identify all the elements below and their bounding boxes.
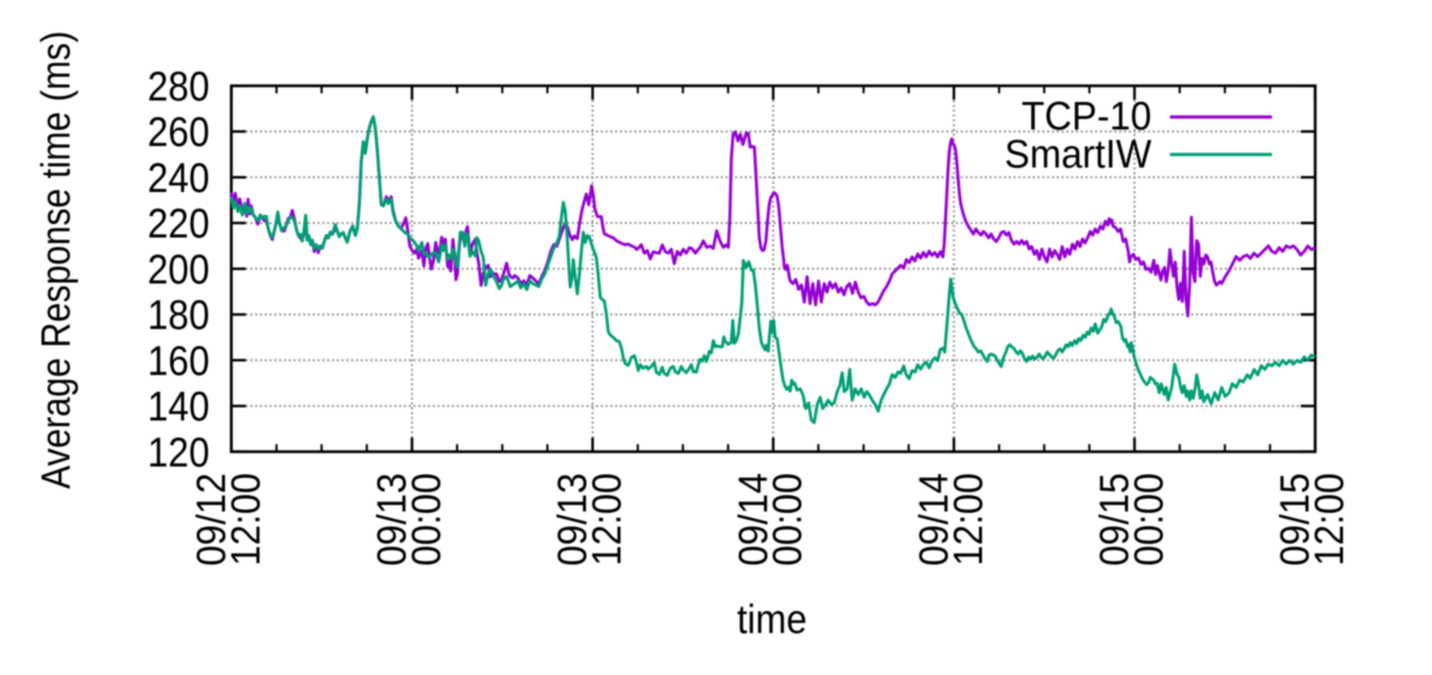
svg-text:09/12: 09/12 [188,473,234,566]
svg-text:12:00: 12:00 [1306,473,1352,566]
svg-text:09/13: 09/13 [369,473,415,566]
svg-text:160: 160 [148,337,210,384]
svg-text:00:00: 00:00 [764,473,810,566]
svg-text:220: 220 [148,200,210,247]
svg-text:09/14: 09/14 [910,473,956,566]
svg-text:09/14: 09/14 [730,473,776,566]
svg-text:time: time [737,596,807,642]
svg-text:140: 140 [148,383,210,430]
svg-text:12:00: 12:00 [584,473,630,566]
svg-text:200: 200 [148,245,210,292]
svg-text:Average Response time (ms): Average Response time (ms) [33,31,79,489]
svg-text:180: 180 [148,291,210,338]
svg-text:280: 280 [148,62,210,109]
svg-text:SmartIW: SmartIW [1005,133,1152,177]
svg-text:00:00: 00:00 [403,473,449,566]
svg-text:09/13: 09/13 [549,473,595,566]
svg-text:09/15: 09/15 [1272,473,1318,566]
svg-text:12:00: 12:00 [945,473,991,566]
svg-text:120: 120 [148,428,210,475]
svg-text:12:00: 12:00 [222,473,268,566]
svg-text:260: 260 [148,108,210,155]
svg-text:00:00: 00:00 [1126,473,1172,566]
svg-text:TCP-10: TCP-10 [1022,95,1152,139]
svg-text:09/15: 09/15 [1091,473,1137,566]
svg-text:240: 240 [148,154,210,201]
